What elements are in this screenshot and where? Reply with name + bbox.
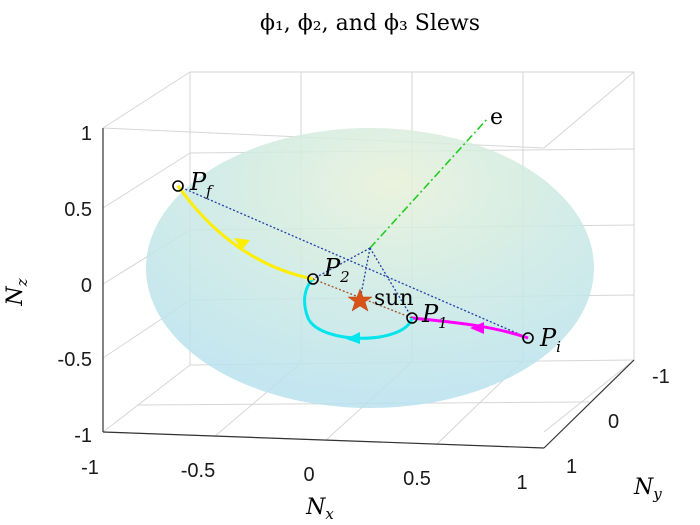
slew-phi3-path xyxy=(176,185,314,281)
slew-phi1-path xyxy=(411,316,529,340)
y-tick-label: -1 xyxy=(652,366,670,388)
chart-title: ϕ₁, ϕ₂, and ϕ₃ Slews xyxy=(260,11,480,36)
x-tick-label: 0 xyxy=(303,464,314,486)
y-axis-ticks: -1 0 1 xyxy=(566,366,670,478)
x-tick-label: -1 xyxy=(81,457,99,479)
point-pf-marker xyxy=(172,180,184,192)
slew-phi1-arrow xyxy=(470,322,484,334)
slew-phi2-path xyxy=(303,277,414,340)
eigen-axis: e xyxy=(369,105,503,249)
z-axis-ticks: 1 0.5 0 -0.5 -1 xyxy=(58,123,92,447)
y-axis-label: Ny xyxy=(633,475,662,503)
z-tick-label: 0 xyxy=(81,275,92,297)
slew-phi2-arrow xyxy=(346,332,360,344)
sun-label: sun xyxy=(374,286,414,311)
z-tick-label: -0.5 xyxy=(58,349,92,371)
y-tick-label: 0 xyxy=(608,411,619,433)
y-tick-label: 1 xyxy=(566,456,577,478)
point-p2-marker xyxy=(307,273,319,285)
eigen-axis-line xyxy=(369,117,489,249)
point-pi-marker xyxy=(522,332,534,344)
x-tick-label: -0.5 xyxy=(181,460,215,482)
x-axis-label: Nx xyxy=(305,495,334,523)
sun-marker: sun xyxy=(347,286,414,312)
waypoints: Pi P1 P2 Pf xyxy=(172,168,561,356)
x-tick-label: 0.5 xyxy=(403,468,431,490)
z-tick-label: -1 xyxy=(74,425,92,447)
point-p1-marker xyxy=(406,312,418,324)
sun-star xyxy=(347,288,373,312)
slew-paths xyxy=(176,185,529,344)
slew-phi3-arrow xyxy=(234,238,250,250)
point-pi-label: Pi xyxy=(539,324,561,356)
z-tick-label: 0.5 xyxy=(64,199,92,221)
z-tick-label: 1 xyxy=(81,123,92,145)
x-axis-ticks: -1 -0.5 0 0.5 1 xyxy=(81,457,527,494)
eigen-axis-label: e xyxy=(490,105,503,130)
z-axis-label: Nz xyxy=(3,278,31,306)
unit-sphere-surface xyxy=(146,128,594,408)
x-tick-label: 1 xyxy=(516,472,527,494)
axes xyxy=(102,128,635,449)
